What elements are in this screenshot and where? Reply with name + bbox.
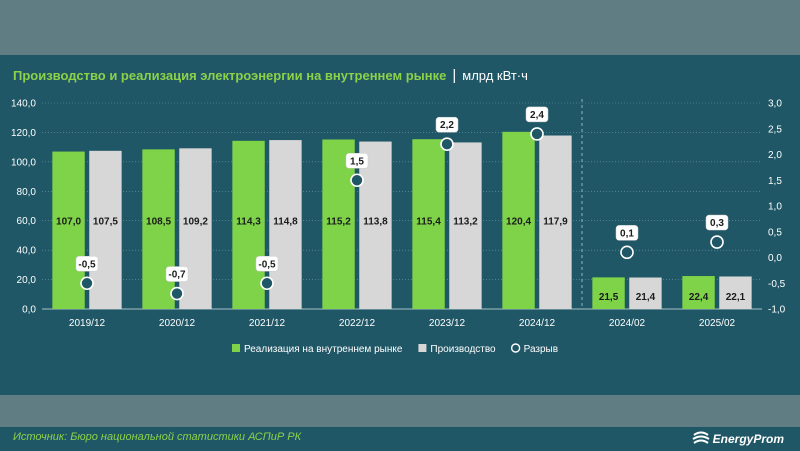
data-label-production: 107,5: [93, 217, 118, 228]
source-note: Источник: Бюро национальной статистики А…: [13, 431, 302, 443]
bar-production: [269, 140, 302, 309]
x-tick-label: 2019/12: [69, 318, 106, 329]
bar-production: [89, 150, 122, 309]
legend-swatch-production: [418, 344, 427, 352]
data-label-sales: 107,0: [56, 217, 81, 228]
data-label-gap: -0,5: [258, 259, 276, 270]
y-right-tick-label: 2,0: [768, 150, 782, 161]
brand: EnergyProm: [692, 428, 784, 450]
chart-card: Производство и реализация электроэнергии…: [0, 55, 800, 451]
data-label-gap: -0,5: [78, 259, 96, 270]
bar-production: [359, 141, 392, 309]
gap-label-box: [255, 256, 279, 272]
data-label-sales: 108,5: [146, 217, 171, 228]
chart-unit: млрд кВт·ч: [462, 67, 528, 83]
data-label-gap: 0,3: [710, 218, 724, 229]
gap-label-box: [615, 225, 639, 241]
bar-sales: [232, 140, 265, 309]
gap-marker: [440, 137, 454, 151]
data-label-sales: 120,4: [506, 217, 531, 228]
y-right-tick-label: 2,5: [768, 124, 782, 135]
x-tick-label: 2021/12: [249, 318, 286, 329]
data-label-gap: 1,5: [350, 156, 364, 167]
data-label-sales: 115,2: [326, 217, 351, 228]
data-label-sales: 114,3: [236, 217, 261, 228]
y-left-tick-label: 0,0: [22, 305, 36, 316]
bar-sales: [502, 131, 535, 309]
data-label-production: 113,8: [363, 217, 388, 228]
x-tick-label: 2024/12: [519, 318, 556, 329]
gap-label-box: [75, 256, 99, 272]
legend-swatch-sales: [232, 344, 240, 352]
data-label-gap: 2,4: [530, 110, 544, 121]
data-label-production: 109,2: [183, 217, 208, 228]
chart-svg: 0,0 20,0 40,0 60,0 80,0 100,0 120,0 140,0 -1,0 -0…: [11, 99, 786, 356]
x-tick-label: 2023/12: [429, 318, 466, 329]
x-tick-label: 2025/02: [699, 318, 736, 329]
bar-sales: [682, 276, 715, 309]
chart-title: Производство и реализация электроэнергии…: [13, 67, 447, 83]
bar-production: [719, 276, 752, 309]
gap-marker: [80, 276, 94, 291]
gap-marker: [620, 245, 634, 260]
data-label-production: 113,2: [453, 217, 478, 228]
gap-label-box: [525, 106, 549, 123]
y-left-tick-label: 60,0: [17, 216, 37, 227]
data-label-production: 22,1: [726, 292, 746, 303]
footer: Источник: Бюро национальной статистики А…: [0, 427, 800, 451]
data-label-gap: -0,7: [168, 270, 186, 281]
gap-marker: [170, 286, 184, 301]
title-row: Производство и реализация электроэнергии…: [13, 65, 528, 85]
gap-label-box: [165, 266, 189, 282]
x-tick-label: 2020/12: [159, 318, 196, 329]
gap-label-box: [705, 214, 729, 231]
y-left-tick-label: 100,0: [11, 157, 36, 168]
gap-label-box: [345, 153, 369, 169]
legend-label-gap: Разрыв: [524, 344, 558, 355]
bar-sales: [592, 277, 625, 309]
y-right-tick-label: 1,0: [768, 202, 782, 213]
y-left-tick-label: 20,0: [17, 275, 37, 286]
title-separator: |: [452, 66, 457, 84]
bar-production: [539, 135, 572, 309]
y-left-tick-label: 40,0: [17, 246, 37, 257]
y-left-tick-label: 140,0: [11, 99, 36, 110]
bar-production: [449, 142, 482, 309]
bar-production: [629, 277, 662, 309]
bar-production: [179, 148, 212, 309]
data-label-gap: 2,2: [440, 120, 454, 131]
legend-swatch-gap: [510, 343, 521, 353]
bar-sales: [142, 149, 175, 309]
x-tick-label: 2024/02: [609, 318, 646, 329]
y-left-tick-label: 120,0: [11, 128, 36, 139]
y-right-tick-label: -0,5: [768, 279, 786, 290]
y-left-tick-label: 80,0: [17, 187, 37, 198]
y-right-tick-label: 0,0: [768, 253, 782, 264]
legend-label-production: Производство: [430, 344, 496, 355]
data-label-production: 21,4: [636, 292, 656, 303]
y-right-tick-label: 3,0: [768, 99, 782, 110]
gap-marker: [530, 127, 544, 141]
x-tick-label: 2022/12: [339, 318, 376, 329]
data-label-production: 114,8: [273, 217, 298, 228]
data-label-sales: 22,4: [689, 292, 709, 303]
legend-label-sales: Реализация на внутреннем рынке: [244, 344, 403, 355]
bar-sales: [412, 139, 445, 309]
y-right-tick-label: -1,0: [768, 305, 786, 316]
y-right-tick-label: 1,5: [768, 176, 782, 187]
data-label-gap: 0,1: [620, 228, 634, 239]
brand-name: EnergyProm: [712, 432, 784, 446]
gap-marker: [350, 173, 364, 188]
energyprom-logo-icon: [692, 431, 710, 444]
data-label-production: 117,9: [543, 217, 568, 228]
data-label-sales: 115,4: [416, 217, 441, 228]
gap-marker: [260, 276, 274, 291]
gap-label-box: [435, 116, 459, 133]
data-label-sales: 21,5: [599, 292, 619, 303]
y-right-tick-label: 0,5: [768, 227, 782, 238]
bar-sales: [52, 151, 85, 309]
gap-marker: [710, 235, 724, 249]
